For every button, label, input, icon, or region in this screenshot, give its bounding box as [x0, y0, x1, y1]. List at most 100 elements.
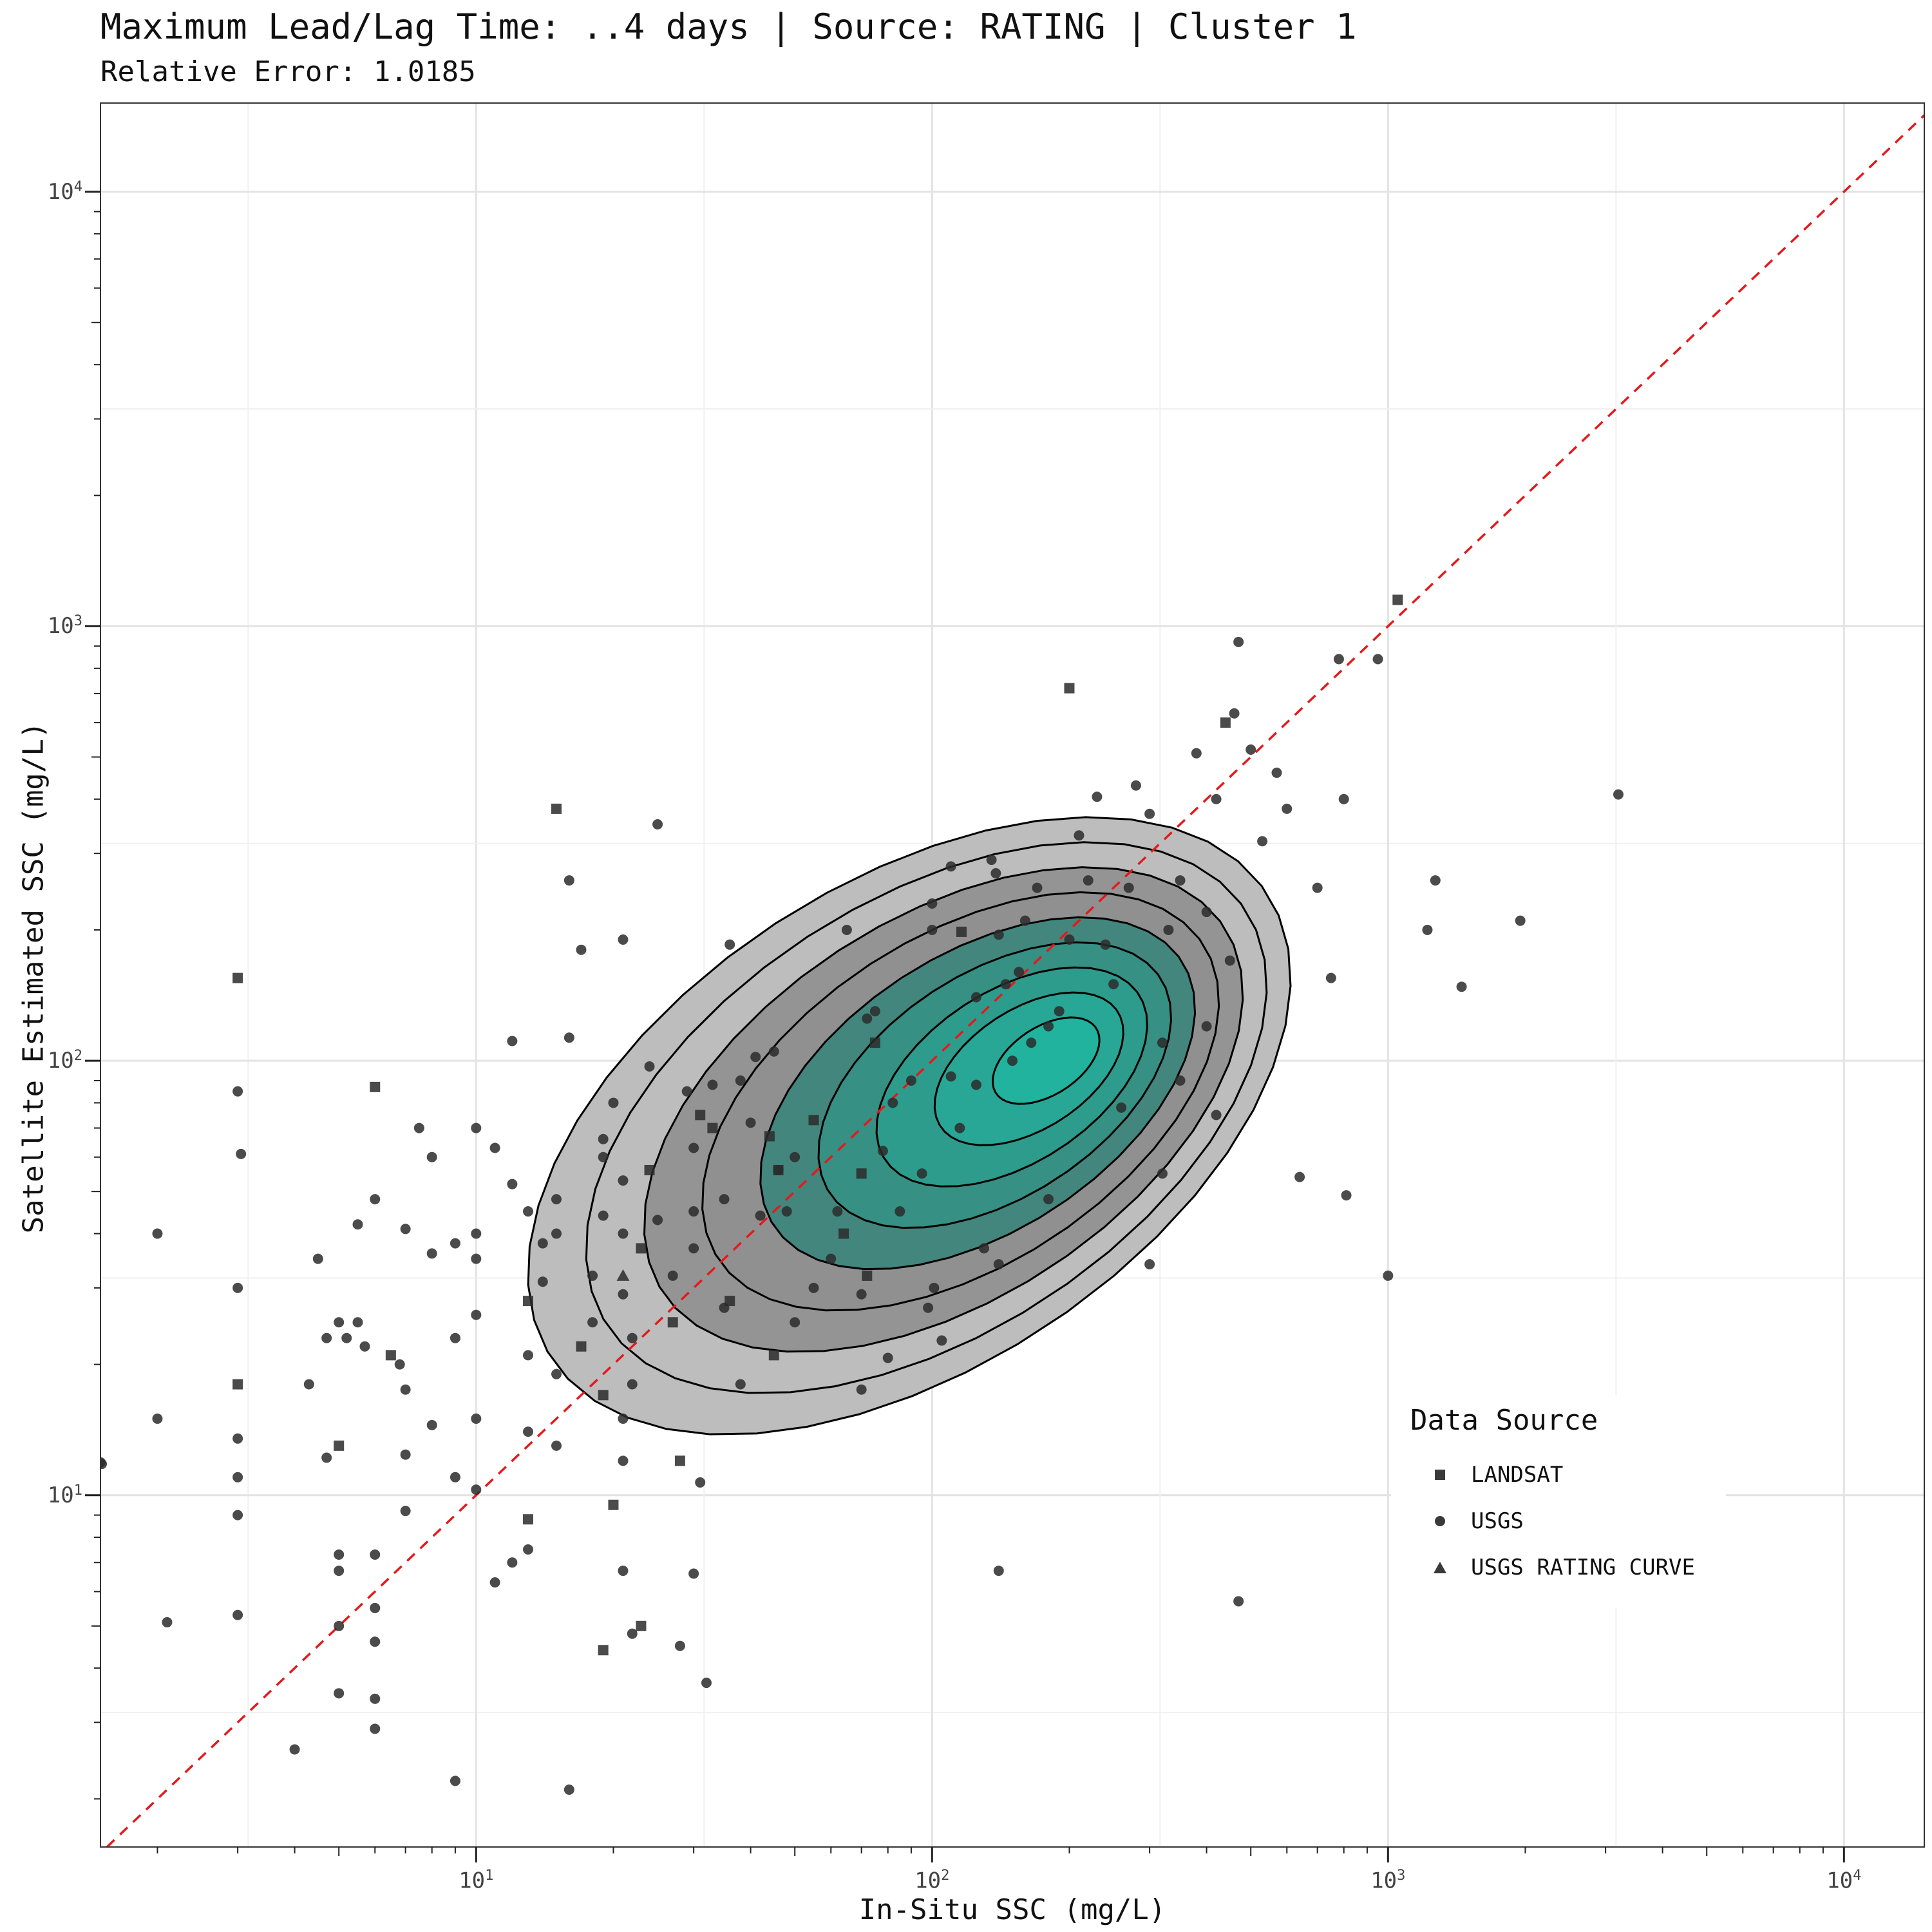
x-axis-label: In-Situ SSC (mg/L)	[858, 1893, 1166, 1926]
point-usgs	[627, 1628, 638, 1639]
point-usgs	[507, 1036, 518, 1046]
point-usgs	[400, 1224, 411, 1235]
point-landsat	[1064, 683, 1075, 694]
point-usgs	[587, 1317, 598, 1328]
point-usgs	[618, 1413, 629, 1424]
point-usgs-rating-curve	[616, 1269, 630, 1281]
point-usgs	[735, 1075, 746, 1086]
point-usgs	[877, 1146, 888, 1157]
point-usgs	[370, 1636, 381, 1647]
point-landsat	[856, 1168, 867, 1179]
legend-item-landsat: LANDSAT	[1427, 1462, 1563, 1488]
point-usgs	[450, 1472, 460, 1482]
point-usgs	[1211, 793, 1222, 804]
point-usgs	[971, 992, 981, 1003]
point-usgs	[522, 1350, 533, 1361]
point-usgs	[1372, 654, 1383, 665]
point-landsat	[1220, 717, 1231, 728]
one-to-one-line	[106, 114, 1924, 1847]
point-usgs	[993, 1259, 1004, 1270]
point-landsat	[334, 1440, 345, 1451]
point-usgs	[289, 1744, 300, 1755]
point-landsat	[636, 1243, 647, 1254]
point-usgs	[618, 1228, 629, 1239]
point-landsat	[232, 972, 243, 983]
point-usgs	[618, 1455, 629, 1466]
point-landsat	[385, 1350, 396, 1361]
point-usgs	[1325, 972, 1336, 983]
point-landsat	[764, 1131, 775, 1142]
point-usgs	[1032, 882, 1043, 893]
point-usgs	[990, 868, 1001, 879]
point-usgs	[1157, 1168, 1168, 1179]
point-landsat	[808, 1115, 819, 1126]
point-usgs	[1026, 1037, 1037, 1048]
point-usgs	[724, 939, 735, 950]
point-landsat	[956, 926, 967, 937]
y-tick-label: 104	[47, 178, 82, 205]
point-landsat	[522, 1514, 533, 1525]
y-tick-label: 102	[47, 1047, 82, 1074]
point-usgs	[1201, 907, 1212, 918]
point-usgs	[426, 1151, 437, 1162]
axes	[85, 191, 1845, 1862]
point-usgs	[507, 1179, 518, 1189]
point-usgs	[781, 1206, 792, 1217]
point-landsat	[768, 1350, 779, 1361]
point-landsat	[551, 803, 562, 814]
point-usgs	[576, 944, 587, 955]
point-usgs	[986, 855, 997, 866]
point-usgs	[370, 1693, 381, 1704]
point-usgs	[551, 1194, 562, 1205]
point-usgs	[695, 1477, 706, 1488]
point-usgs	[1229, 708, 1240, 719]
point-usgs	[162, 1617, 173, 1628]
point-usgs	[321, 1452, 332, 1463]
scatter-points	[100, 594, 1624, 1795]
point-usgs	[735, 1379, 746, 1390]
point-usgs	[1007, 1056, 1018, 1066]
point-usgs	[400, 1506, 411, 1517]
point-usgs	[471, 1122, 482, 1133]
point-usgs	[1100, 939, 1111, 950]
point-usgs	[841, 924, 852, 935]
point-usgs	[618, 1566, 629, 1577]
point-usgs	[688, 1206, 699, 1217]
point-usgs	[627, 1332, 638, 1343]
point-usgs	[856, 1289, 867, 1300]
point-usgs	[1144, 808, 1155, 819]
point-usgs	[400, 1449, 411, 1460]
point-usgs	[413, 1122, 424, 1133]
point-usgs	[450, 1238, 460, 1249]
point-landsat	[674, 1455, 685, 1466]
point-usgs	[681, 1086, 692, 1097]
point-usgs	[887, 1097, 898, 1108]
y-tick-label: 101	[47, 1482, 82, 1508]
point-usgs	[832, 1206, 843, 1217]
point-usgs	[1130, 780, 1141, 791]
point-usgs	[1014, 967, 1025, 978]
point-usgs	[652, 1215, 663, 1226]
point-usgs	[719, 1302, 730, 1313]
point-usgs	[929, 1282, 940, 1293]
contour-band	[991, 1016, 1101, 1105]
point-usgs	[232, 1282, 243, 1293]
point-usgs	[1043, 1021, 1054, 1032]
point-usgs	[507, 1557, 518, 1568]
point-usgs	[471, 1309, 482, 1320]
point-usgs	[1175, 1075, 1186, 1086]
point-usgs	[755, 1210, 766, 1221]
legend-label: USGS	[1471, 1508, 1524, 1534]
point-usgs	[1282, 803, 1293, 814]
point-usgs	[370, 1549, 381, 1560]
y-axis-label: Satellite Estimated SSC (mg/L)	[17, 721, 50, 1234]
point-landsat	[598, 1390, 609, 1401]
point-usgs	[1019, 915, 1030, 926]
point-usgs	[370, 1723, 381, 1734]
square-marker-icon	[1427, 1462, 1453, 1488]
point-usgs	[489, 1142, 500, 1153]
point-usgs	[627, 1379, 638, 1390]
point-usgs	[303, 1379, 314, 1390]
point-usgs	[1430, 875, 1441, 886]
